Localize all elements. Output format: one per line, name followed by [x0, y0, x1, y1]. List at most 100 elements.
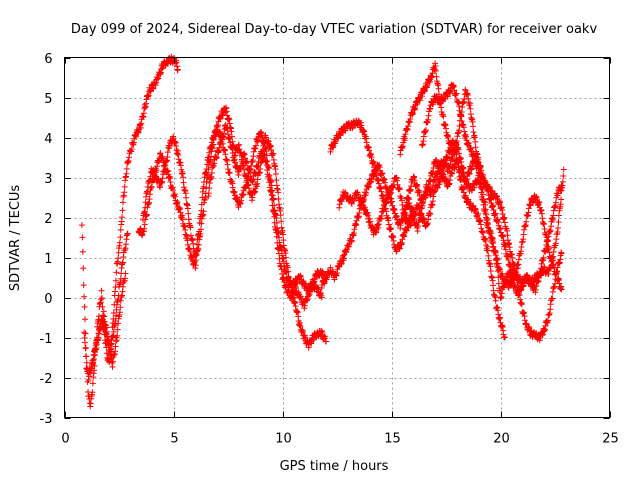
- data-point-marker: [279, 270, 286, 277]
- data-point-marker: [80, 265, 87, 272]
- data-point-marker: [116, 309, 123, 316]
- data-point-marker: [261, 139, 268, 146]
- data-point-marker: [268, 191, 275, 198]
- x-tick-label: 15: [384, 432, 401, 447]
- data-point-marker: [81, 293, 88, 300]
- data-point-marker: [274, 239, 281, 246]
- grid-lines: [64, 57, 610, 418]
- data-point-marker: [487, 267, 494, 274]
- data-point-marker: [128, 146, 135, 153]
- y-tick-label: -1: [40, 332, 53, 347]
- data-point-marker: [170, 187, 177, 194]
- data-point-marker: [472, 138, 479, 145]
- axis-ticks: -3 -2 -1 0 1 2 3 4 5 6 0 5 10 15 20 25: [40, 52, 619, 447]
- data-point-marker: [273, 233, 280, 240]
- data-point-marker: [81, 329, 88, 336]
- data-point-marker: [283, 269, 290, 276]
- data-point-marker: [492, 297, 499, 304]
- data-point-marker: [283, 282, 290, 289]
- data-point-marker: [121, 183, 128, 190]
- x-axis-label: GPS time / hours: [280, 459, 389, 474]
- data-point-marker: [261, 151, 268, 158]
- data-point-marker: [194, 241, 201, 248]
- data-point-marker: [193, 246, 200, 253]
- data-point-marker: [269, 196, 276, 203]
- data-point-marker: [81, 303, 88, 310]
- data-point-marker: [187, 224, 194, 231]
- data-point-marker: [78, 222, 85, 229]
- x-tick-label: 20: [493, 432, 510, 447]
- data-point-marker: [112, 277, 119, 284]
- data-point-marker: [109, 363, 116, 370]
- chart-title: Day 099 of 2024, Sidereal Day-to-day VTE…: [71, 22, 598, 37]
- data-point-marker: [252, 170, 259, 177]
- y-tick-label: 0: [44, 292, 52, 307]
- data-point-marker: [98, 287, 105, 294]
- data-point-marker: [275, 189, 282, 196]
- data-point-marker: [279, 231, 286, 238]
- data-point-marker: [198, 201, 205, 208]
- data-point-marker: [113, 306, 120, 313]
- y-tick-label: 6: [44, 52, 52, 67]
- data-point-marker: [98, 296, 105, 303]
- data-point-marker: [278, 218, 285, 225]
- y-axis-label: SDTVAR / TECUs: [8, 185, 23, 292]
- data-point-marker: [123, 165, 130, 172]
- data-point-marker: [142, 199, 149, 206]
- data-points: [78, 53, 567, 410]
- data-point-marker: [82, 353, 89, 360]
- y-tick-label: 4: [44, 132, 52, 147]
- data-point-marker: [99, 303, 106, 310]
- data-point-marker: [112, 343, 119, 350]
- data-point-marker: [208, 169, 215, 176]
- data-point-marker: [213, 154, 220, 161]
- data-point-marker: [559, 178, 566, 185]
- data-point-marker: [150, 85, 157, 92]
- data-point-marker: [79, 234, 86, 241]
- data-point-marker: [115, 255, 122, 262]
- data-point-marker: [184, 205, 191, 212]
- data-point-marker: [89, 380, 96, 387]
- data-point-marker: [103, 328, 110, 335]
- data-point-marker: [252, 142, 259, 149]
- data-point-marker: [185, 210, 192, 217]
- data-point-marker: [270, 150, 277, 157]
- data-point-marker: [265, 174, 272, 181]
- y-tick-label: 1: [44, 252, 52, 267]
- data-point-marker: [199, 194, 206, 201]
- data-point-marker: [121, 189, 128, 196]
- data-point-marker: [114, 332, 121, 339]
- data-point-marker: [122, 270, 129, 277]
- data-point-marker: [222, 151, 229, 158]
- data-point-marker: [226, 169, 233, 176]
- data-point-marker: [79, 248, 86, 255]
- data-point-marker: [272, 170, 279, 177]
- x-tick-label: 25: [602, 432, 619, 447]
- data-point-marker: [273, 177, 280, 184]
- data-point-marker: [244, 158, 251, 165]
- data-point-marker: [80, 282, 87, 289]
- data-point-marker: [114, 326, 121, 333]
- data-point-marker: [280, 237, 287, 244]
- data-point-marker: [82, 330, 89, 337]
- data-point-marker: [183, 194, 190, 201]
- data-point-marker: [276, 250, 283, 257]
- data-point-marker: [180, 174, 187, 181]
- y-tick-label: -3: [40, 412, 53, 427]
- y-tick-label: 3: [44, 172, 52, 187]
- y-tick-label: 5: [44, 92, 52, 107]
- data-point-marker: [81, 339, 88, 346]
- data-point-marker: [124, 230, 131, 237]
- data-point-marker: [435, 85, 442, 92]
- y-tick-label: 2: [44, 212, 52, 227]
- plot-frame: [64, 57, 610, 418]
- x-tick-label: 10: [275, 432, 292, 447]
- data-point-marker: [81, 316, 88, 323]
- data-point-marker: [119, 199, 126, 206]
- data-point-marker: [198, 207, 205, 214]
- data-point-marker: [119, 207, 126, 214]
- data-point-marker: [501, 334, 508, 341]
- data-point-marker: [83, 359, 90, 366]
- data-point-marker: [98, 295, 105, 302]
